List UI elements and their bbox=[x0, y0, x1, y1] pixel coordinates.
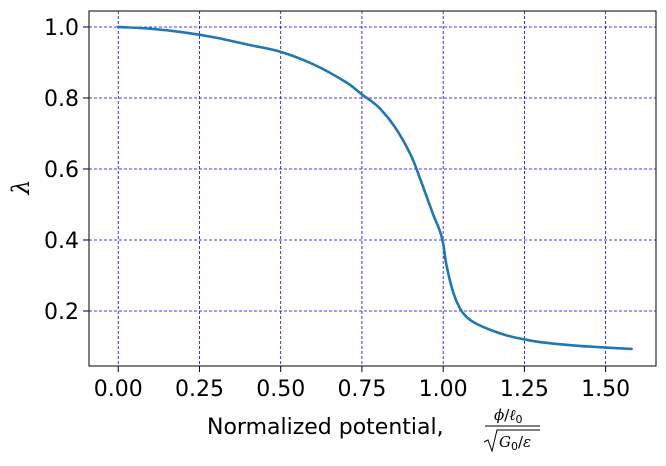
x-axis-label-sqrt bbox=[483, 429, 540, 453]
x-tick-label: 0.25 bbox=[175, 377, 224, 402]
x-tick-label: 0.50 bbox=[256, 377, 305, 402]
series-line bbox=[116, 25, 633, 351]
x-axis-label-den-g: G bbox=[499, 433, 511, 451]
y-axis-label: λ bbox=[7, 179, 35, 195]
x-axis-label: Normalized potential, ϕ/ℓ0 G0/ε bbox=[207, 406, 540, 453]
plot-frame bbox=[88, 10, 657, 367]
x-axis-label-den-eps: ε bbox=[523, 433, 531, 451]
y-axis-ticks: 0.2 0.4 0.6 0.8 1.0 bbox=[44, 16, 89, 325]
x-axis-label-text: Normalized potential, bbox=[207, 415, 444, 440]
series-layer bbox=[116, 25, 633, 351]
x-tick-label: 1.25 bbox=[500, 377, 549, 402]
x-axis-label-num-sub: 0 bbox=[516, 413, 523, 426]
grid-lines bbox=[89, 11, 656, 366]
x-axis-label-num-ell: ℓ bbox=[509, 406, 515, 424]
x-axis-ticks: 0.00 0.25 0.50 0.75 1.00 1.25 1.50 bbox=[94, 366, 630, 402]
x-axis-label-num-phi: ϕ bbox=[494, 406, 504, 424]
x-axis-label-num-slash: / bbox=[504, 406, 510, 424]
y-tick-label: 0.2 bbox=[44, 300, 79, 325]
svg-text:G0/ε: G0/ε bbox=[499, 433, 531, 453]
svg-text:ϕ/ℓ0: ϕ/ℓ0 bbox=[494, 406, 523, 426]
x-tick-label: 1.00 bbox=[419, 377, 468, 402]
y-tick-label: 0.8 bbox=[44, 87, 79, 112]
y-tick-label: 1.0 bbox=[44, 16, 79, 41]
x-axis-label-den-slash: / bbox=[518, 433, 524, 451]
x-axis-label-den-sub: 0 bbox=[511, 440, 518, 453]
x-tick-label: 0.00 bbox=[94, 377, 143, 402]
x-tick-label: 0.75 bbox=[337, 377, 386, 402]
y-tick-label: 0.4 bbox=[44, 229, 79, 254]
x-tick-label: 1.50 bbox=[581, 377, 630, 402]
y-tick-label: 0.6 bbox=[44, 158, 79, 183]
